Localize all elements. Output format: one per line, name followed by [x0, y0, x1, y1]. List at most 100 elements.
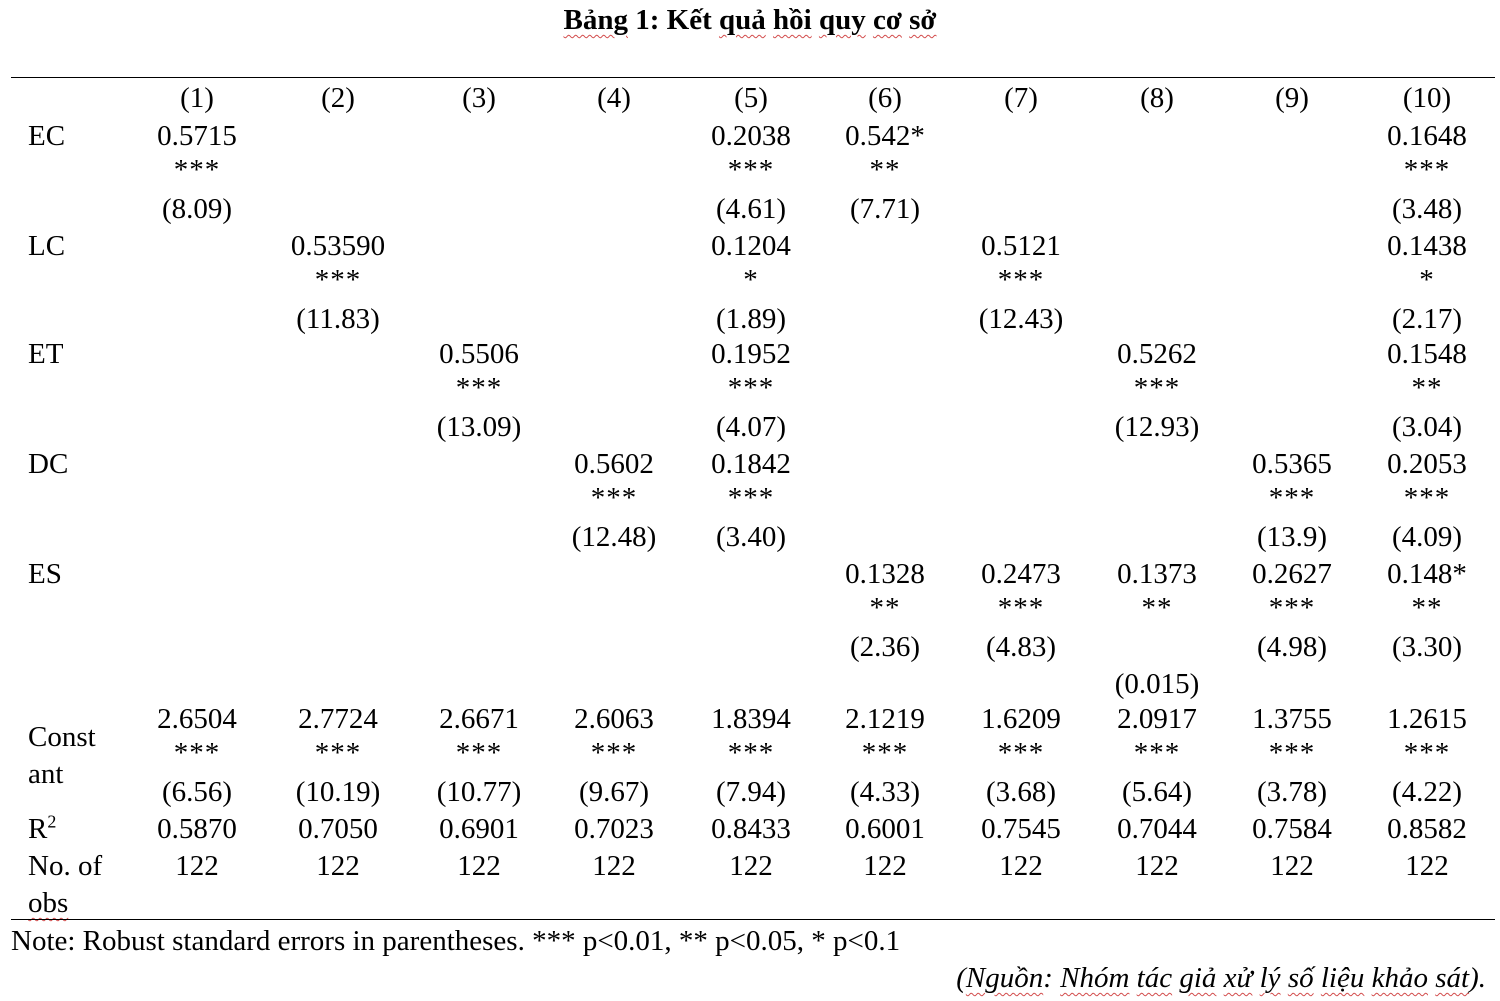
coef-cell: 2.6063 [574, 703, 654, 735]
table-note: Note: Robust standard errors in parenthe… [11, 925, 901, 957]
stars-cell: *** [314, 264, 362, 296]
stars-cell: *** [997, 737, 1045, 769]
se-cell: (6.56) [161, 776, 233, 808]
se-cell: (3.30) [1391, 631, 1463, 663]
column-header: (3) [462, 82, 496, 114]
row-label-lc: LC [28, 230, 66, 262]
coef-cell: 0.5365 [1252, 448, 1332, 480]
column-header: (8) [1140, 82, 1174, 114]
stars-cell: *** [173, 737, 221, 769]
row-label-obs-cont: obs [28, 887, 69, 919]
se-cell: (4.22) [1391, 776, 1463, 808]
title-word: hồi [773, 4, 812, 36]
r2-cell: 0.7050 [298, 813, 378, 845]
coef-cell: 0.53590 [290, 230, 386, 262]
coef-cell: 0.2038 [711, 120, 791, 152]
column-header: (9) [1275, 82, 1309, 114]
stars-cell: ** [1141, 592, 1173, 624]
title-word: quả [718, 4, 766, 36]
se-cell: (4.07) [715, 411, 787, 443]
row-label-obs: No. of [28, 850, 103, 882]
se-cell: (10.77) [436, 776, 522, 808]
r2-cell: 0.7044 [1117, 813, 1197, 845]
coef-cell: 0.2473 [981, 558, 1061, 590]
title-word: 1: Kết [635, 4, 712, 36]
obs-cell: 122 [457, 850, 501, 882]
obs-cell: 122 [175, 850, 219, 882]
stars-cell: *** [997, 592, 1045, 624]
table-bottom-rule [11, 919, 1495, 920]
se-cell: (2.36) [849, 631, 921, 663]
source-note: (Nguồn: Nhóm tác giả xử lý số liệu khảo … [956, 960, 1486, 996]
source-word: sát [1435, 962, 1470, 994]
stars-cell: *** [727, 482, 775, 514]
stars-cell: *** [1403, 154, 1451, 186]
obs-cell: 122 [1135, 850, 1179, 882]
coef-cell: 0.1438 [1387, 230, 1467, 262]
stars-cell: *** [1133, 372, 1181, 404]
coef-cell: 0.5121 [981, 230, 1061, 262]
r2-label-sup: 2 [47, 811, 57, 832]
source-word: xử [1223, 962, 1253, 994]
coef-cell: 2.0917 [1117, 703, 1197, 735]
source-word: số [1287, 962, 1314, 994]
r2-cell: 0.5870 [157, 813, 237, 845]
coef-cell: 2.6504 [157, 703, 237, 735]
se-cell: (4.33) [849, 776, 921, 808]
se-cell: (12.48) [571, 521, 657, 553]
column-header: (1) [180, 82, 214, 114]
stars-cell: *** [727, 372, 775, 404]
se-cell: (12.93) [1114, 411, 1200, 443]
stars-cell: *** [1133, 737, 1181, 769]
source-word: giả [1179, 962, 1217, 994]
coef-cell: 0.542* [845, 120, 925, 152]
column-header: (2) [321, 82, 355, 114]
r2-cell: 0.7545 [981, 813, 1061, 845]
source-word: Nguồn [965, 962, 1044, 994]
coef-cell: 0.1373 [1117, 558, 1197, 590]
title-word: sở [909, 4, 937, 36]
coef-cell: 0.5506 [439, 338, 519, 370]
se-cell: (7.94) [715, 776, 787, 808]
se-cell: (9.67) [578, 776, 650, 808]
row-label-dc: DC [28, 448, 69, 480]
stars-cell: *** [1268, 592, 1316, 624]
source-close: ). [1469, 962, 1486, 994]
source-word: Nhóm [1060, 962, 1130, 994]
stars-cell: ** [869, 592, 901, 624]
obs-cell: 122 [729, 850, 773, 882]
se-cell: (4.83) [985, 631, 1057, 663]
coef-cell: 0.5602 [574, 448, 654, 480]
coef-cell: 2.6671 [439, 703, 519, 735]
se-cell: (3.48) [1391, 193, 1463, 225]
stars-cell: *** [455, 737, 503, 769]
se-cell: (10.19) [295, 776, 381, 808]
r2-cell: 0.7584 [1252, 813, 1332, 845]
stars-cell: * [1419, 264, 1435, 296]
obs-cell: 122 [1270, 850, 1314, 882]
stars-cell: *** [1403, 737, 1451, 769]
column-header: (6) [868, 82, 902, 114]
coef-cell: 0.2627 [1252, 558, 1332, 590]
se-cell: (3.78) [1256, 776, 1328, 808]
stars-cell: *** [455, 372, 503, 404]
r2-label-text: R [28, 813, 48, 845]
coef-cell: 0.1648 [1387, 120, 1467, 152]
coef-cell: 0.1328 [845, 558, 925, 590]
source-word: tác [1136, 962, 1173, 994]
row-label-r2: R2 [28, 811, 56, 847]
coef-cell: 1.8394 [711, 703, 791, 735]
row-label-et: ET [28, 338, 64, 370]
se-cell: (1.89) [715, 303, 787, 335]
obs-cell: 122 [592, 850, 636, 882]
se-cell: (3.04) [1391, 411, 1463, 443]
coef-cell: 0.5715 [157, 120, 237, 152]
obs-cell: 122 [863, 850, 907, 882]
source-paren: ( [956, 962, 966, 994]
title-word: quy [818, 4, 866, 36]
se-cell: (13.09) [436, 411, 522, 443]
se-cell: (2.17) [1391, 303, 1463, 335]
coef-cell: 0.2053 [1387, 448, 1467, 480]
coef-cell: 0.1548 [1387, 338, 1467, 370]
table-top-rule [11, 77, 1495, 78]
